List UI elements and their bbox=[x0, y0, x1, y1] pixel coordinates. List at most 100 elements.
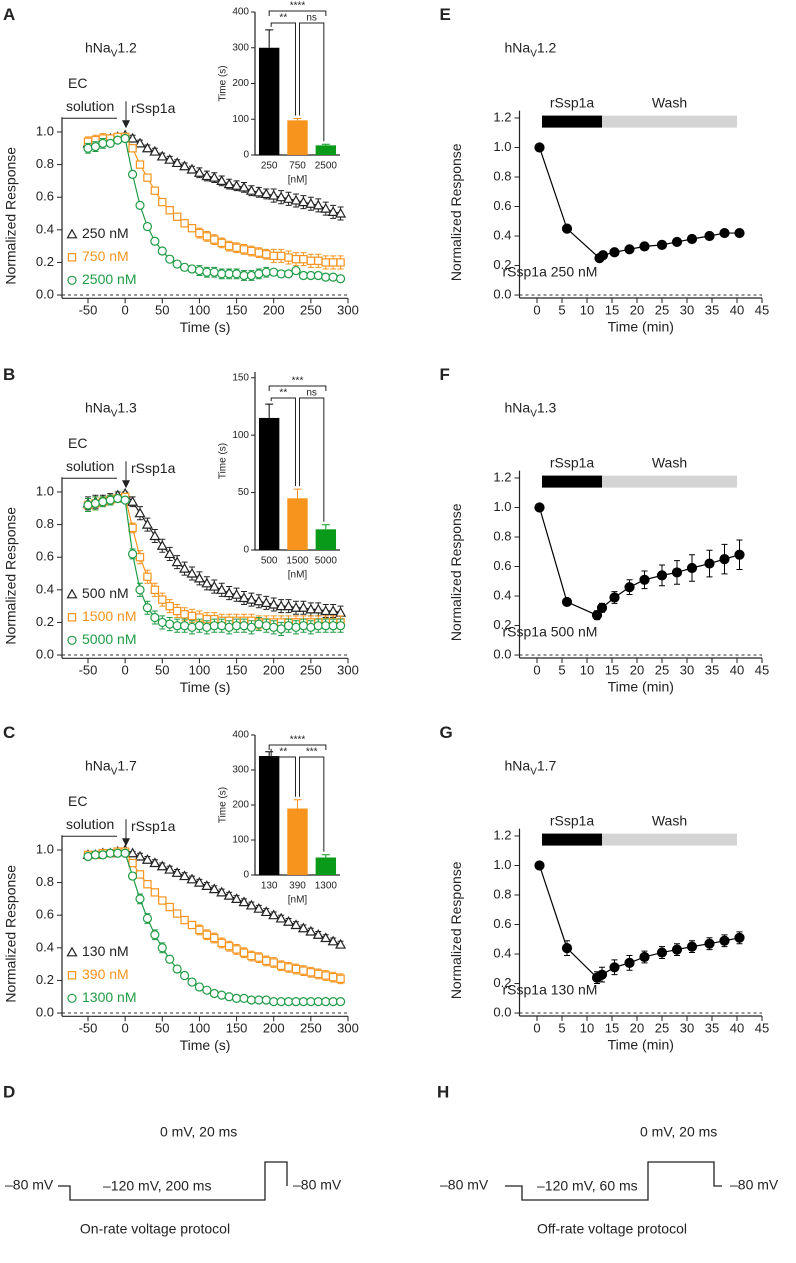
y-axis-label: Normalized Response bbox=[3, 147, 19, 285]
annotation: rSsp1a bbox=[131, 100, 176, 116]
x-tick-label: 250 bbox=[300, 303, 322, 318]
panel-letter: G bbox=[440, 723, 453, 742]
marker bbox=[624, 957, 635, 968]
panel-title: hNaV1.3 bbox=[85, 399, 137, 419]
marker bbox=[120, 495, 130, 505]
marker bbox=[254, 269, 264, 279]
annotation: EC bbox=[68, 435, 87, 451]
marker bbox=[298, 621, 309, 631]
marker bbox=[217, 269, 227, 279]
marker bbox=[187, 622, 197, 632]
marker bbox=[261, 267, 271, 277]
marker bbox=[597, 250, 609, 261]
marker bbox=[269, 997, 279, 1007]
marker bbox=[98, 850, 108, 860]
marker bbox=[217, 621, 227, 631]
marker bbox=[224, 269, 234, 279]
legend-marker bbox=[67, 971, 77, 980]
marker bbox=[143, 880, 152, 889]
y-tick-label: 0.8 bbox=[493, 528, 511, 543]
legend-marker bbox=[67, 253, 77, 262]
x-tick-label: 10 bbox=[580, 1020, 594, 1035]
x-tick-label: 50 bbox=[155, 1021, 169, 1036]
annotation: EC bbox=[68, 793, 87, 809]
marker bbox=[306, 256, 316, 265]
marker bbox=[704, 938, 715, 949]
y-tick-label: 400 bbox=[232, 730, 249, 741]
marker bbox=[609, 592, 620, 603]
x-tick-label: 5 bbox=[558, 662, 565, 677]
marker bbox=[120, 133, 130, 144]
panel-letter: B bbox=[3, 365, 15, 384]
marker bbox=[193, 572, 205, 583]
marker bbox=[276, 251, 286, 261]
title-part: 1.7 bbox=[537, 757, 557, 773]
title-part: 1.3 bbox=[117, 399, 137, 415]
marker bbox=[239, 245, 249, 254]
x-tick-label: 2500 bbox=[315, 161, 338, 172]
marker bbox=[335, 997, 346, 1007]
y-axis-label: Normalized Response bbox=[448, 143, 464, 281]
marker bbox=[179, 562, 191, 573]
title-part: hNa bbox=[505, 39, 531, 55]
title-part: 1.3 bbox=[537, 399, 557, 415]
legend-label: 500 nM bbox=[82, 585, 129, 601]
legend-label: 750 nM bbox=[82, 248, 129, 264]
annotation: rSsp1a bbox=[131, 818, 176, 834]
marker bbox=[186, 163, 198, 174]
y-tick-label: 0.0 bbox=[493, 1004, 511, 1019]
marker bbox=[194, 621, 205, 631]
bar bbox=[258, 47, 280, 155]
marker bbox=[320, 932, 332, 943]
marker bbox=[291, 254, 301, 264]
x-tick-label: 200 bbox=[263, 663, 285, 678]
marker bbox=[239, 270, 249, 281]
bar bbox=[258, 756, 280, 875]
panel-title: hNaV1.2 bbox=[85, 39, 137, 59]
marker bbox=[283, 193, 295, 203]
x-axis-label: Time (min) bbox=[608, 319, 674, 335]
x-tick-label: 50 bbox=[155, 303, 169, 318]
legend-label: 130 nM bbox=[82, 943, 129, 959]
marker bbox=[150, 612, 160, 623]
significance-bracket bbox=[270, 748, 296, 797]
marker bbox=[157, 617, 167, 628]
marker bbox=[195, 228, 204, 238]
marker bbox=[165, 601, 174, 611]
series-line bbox=[538, 865, 740, 979]
y-tick-label: 0.2 bbox=[36, 254, 54, 269]
marker bbox=[128, 523, 137, 533]
marker bbox=[164, 548, 176, 559]
marker bbox=[202, 232, 212, 241]
x-tick-label: 45 bbox=[755, 302, 769, 317]
marker bbox=[283, 915, 295, 926]
marker bbox=[283, 269, 294, 279]
marker bbox=[290, 602, 302, 612]
marker bbox=[734, 549, 745, 560]
marker bbox=[127, 496, 139, 506]
marker bbox=[90, 850, 101, 860]
treatment-bar bbox=[542, 115, 602, 128]
y-tick-label: 0.0 bbox=[36, 646, 54, 661]
marker bbox=[306, 270, 316, 281]
marker bbox=[254, 953, 264, 962]
legend-marker bbox=[67, 613, 77, 622]
marker bbox=[268, 189, 280, 200]
hold-label: –80 mV bbox=[5, 1177, 54, 1193]
marker bbox=[591, 610, 603, 621]
y-tick-label: 0.4 bbox=[493, 587, 511, 602]
marker bbox=[291, 265, 301, 276]
marker bbox=[231, 893, 243, 903]
y-tick-label: 100 bbox=[232, 114, 249, 125]
panel-letter: D bbox=[3, 1082, 15, 1101]
significance-label: ns bbox=[306, 388, 317, 399]
marker bbox=[269, 267, 279, 277]
marker bbox=[245, 593, 257, 604]
marker bbox=[135, 894, 145, 904]
marker bbox=[275, 600, 287, 611]
marker bbox=[180, 610, 189, 619]
error-bar bbox=[321, 524, 330, 530]
error-bar bbox=[293, 118, 302, 121]
marker bbox=[247, 951, 256, 961]
y-axis-label: Time (s) bbox=[218, 443, 229, 479]
